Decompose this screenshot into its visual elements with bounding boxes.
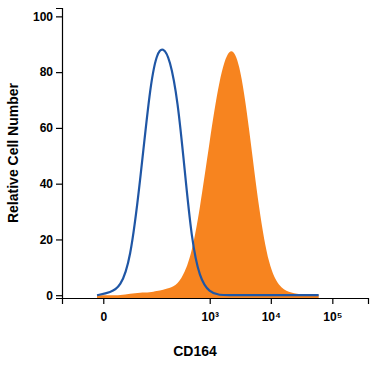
x-tick: 10⁴ [262, 298, 281, 324]
x-axis-line [63, 299, 369, 305]
plot-area [97, 50, 319, 298]
y-axis: 0 20 40 60 80 100 [33, 9, 63, 303]
y-axis-line [56, 9, 63, 299]
y-tick-label: 0 [46, 289, 53, 303]
x-axis-title: CD164 [173, 343, 217, 359]
y-tick-label: 100 [33, 10, 53, 24]
y-tick: 0 [46, 289, 62, 303]
chart: 0 10³ 10⁴ 10⁵ 0 20 40 60 80 100 CD164 Relative Cell… [0, 0, 371, 372]
x-tick-mark [271, 298, 272, 304]
y-tick-mark [56, 72, 62, 73]
y-tick-label: 20 [40, 233, 54, 247]
histogram-area [97, 51, 319, 298]
histogram-line [97, 50, 319, 296]
y-tick-mark [56, 128, 62, 129]
x-tick: 10⁵ [323, 298, 342, 324]
y-tick-mark [56, 184, 62, 185]
x-tick-label: 10⁵ [323, 310, 342, 324]
y-tick-mark [56, 16, 62, 17]
x-tick: 10³ [202, 298, 219, 324]
y-axis-title: Relative Cell Number [5, 82, 21, 223]
y-tick-mark [56, 239, 62, 240]
y-tick: 20 [40, 233, 62, 247]
y-tick: 60 [40, 121, 62, 135]
y-tick: 40 [40, 177, 62, 191]
y-tick-mark [56, 295, 62, 296]
x-tick-mark [103, 298, 104, 304]
x-tick-label: 10⁴ [262, 310, 281, 324]
y-tick-label: 40 [40, 177, 54, 191]
y-tick-label: 60 [40, 121, 54, 135]
y-tick-label: 80 [40, 65, 54, 79]
y-tick: 100 [33, 10, 62, 24]
x-tick-mark [332, 298, 333, 304]
x-tick: 0 [100, 298, 107, 324]
x-axis: 0 10³ 10⁴ 10⁵ [63, 298, 369, 324]
x-tick-label: 10³ [202, 310, 219, 324]
y-tick: 80 [40, 65, 62, 79]
x-tick-mark [210, 298, 211, 304]
x-tick-label: 0 [100, 310, 107, 324]
